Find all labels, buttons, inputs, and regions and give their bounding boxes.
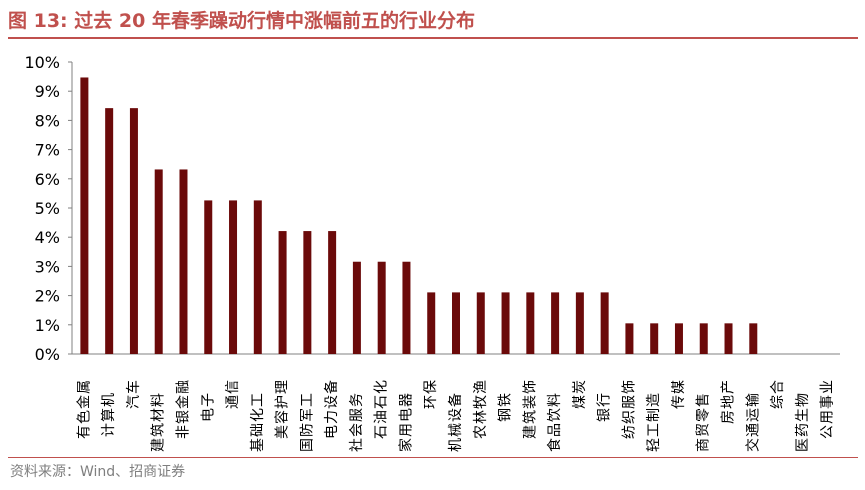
category-label-20: 食品饮料 <box>546 392 563 452</box>
bar-15 <box>427 292 436 354</box>
y-tick-label: 0% <box>35 345 60 364</box>
category-label-23: 纺织服饰 <box>621 379 637 439</box>
category-label-29: 综合 <box>770 379 786 409</box>
bar-10 <box>303 231 312 354</box>
y-tick-label: 1% <box>35 316 60 335</box>
category-label-28: 交通运输 <box>744 392 761 452</box>
y-tick-label: 4% <box>35 228 60 247</box>
category-label-11: 电力设备 <box>323 379 340 439</box>
bar-25 <box>674 323 683 354</box>
bar-2 <box>105 108 114 354</box>
category-label-10: 国防军工 <box>299 392 315 452</box>
bar-21 <box>575 292 584 354</box>
figure-title: 过去 20 年春季躁动行情中涨幅前五的行业分布 <box>74 10 475 32</box>
bar-16 <box>452 292 460 354</box>
y-tick-label: 5% <box>35 199 60 218</box>
source-note: 资料来源：Wind、招商证券 <box>10 464 186 480</box>
y-tick-label: 2% <box>35 287 60 306</box>
bar-4 <box>154 169 163 354</box>
bar-27 <box>724 323 733 354</box>
bar-26 <box>699 323 708 354</box>
category-label-16: 机械设备 <box>447 392 464 452</box>
category-label-6: 电子 <box>200 392 216 422</box>
category-label-27: 房地产 <box>721 379 737 424</box>
bar-18 <box>501 292 510 354</box>
figure-label: 图 13: <box>8 10 68 32</box>
category-label-5: 非银金融 <box>175 379 191 439</box>
category-label-24: 轻工制造 <box>646 392 662 452</box>
bar-19 <box>526 292 535 354</box>
bar-3 <box>129 108 138 354</box>
bar-24 <box>650 323 659 354</box>
title-divider <box>8 37 858 39</box>
bar-20 <box>551 292 560 354</box>
category-label-31: 公用事业 <box>820 379 836 439</box>
bar-28 <box>749 323 758 354</box>
chart-title: 图 13: 过去 20 年春季躁动行情中涨幅前五的行业分布 <box>8 6 475 36</box>
category-label-12: 社会服务 <box>349 392 365 452</box>
category-label-8: 基础化工 <box>249 392 266 452</box>
bar-12 <box>352 261 361 354</box>
bar-8 <box>253 200 262 354</box>
category-label-26: 商贸零售 <box>696 392 712 452</box>
bar-5 <box>179 169 188 354</box>
category-label-1: 有色金属 <box>75 379 92 439</box>
category-label-25: 传媒 <box>671 379 687 409</box>
y-tick-label: 7% <box>35 141 60 160</box>
bar-22 <box>600 292 609 354</box>
bar-9 <box>278 231 287 354</box>
bar-1 <box>80 77 89 354</box>
bar-17 <box>476 292 485 354</box>
bar-23 <box>625 323 634 354</box>
category-label-4: 建筑材料 <box>151 392 167 452</box>
bar-14 <box>402 261 411 354</box>
category-label-21: 煤炭 <box>572 379 588 409</box>
category-label-22: 银行 <box>597 392 613 422</box>
category-label-19: 建筑装饰 <box>522 379 538 439</box>
category-label-30: 医药生物 <box>795 392 811 452</box>
y-tick-label: 6% <box>35 170 60 189</box>
y-tick-label: 9% <box>35 82 60 101</box>
category-label-17: 农林牧渔 <box>473 379 489 439</box>
bar-7 <box>229 200 238 354</box>
source-divider <box>8 457 858 458</box>
y-tick-label: 10% <box>24 53 60 72</box>
y-tick-label: 3% <box>35 257 60 276</box>
category-label-18: 钢铁 <box>498 392 514 422</box>
category-label-7: 通信 <box>225 379 241 409</box>
bar-6 <box>204 200 213 354</box>
bar-13 <box>377 261 386 354</box>
bar-11 <box>328 231 337 354</box>
y-tick-label: 8% <box>35 111 60 130</box>
category-label-9: 美容护理 <box>274 379 291 439</box>
category-label-3: 汽车 <box>125 379 142 409</box>
category-label-13: 石油石化 <box>374 379 390 439</box>
category-label-15: 环保 <box>423 379 439 409</box>
category-label-14: 家用电器 <box>397 392 414 452</box>
category-label-2: 计算机 <box>101 392 117 437</box>
